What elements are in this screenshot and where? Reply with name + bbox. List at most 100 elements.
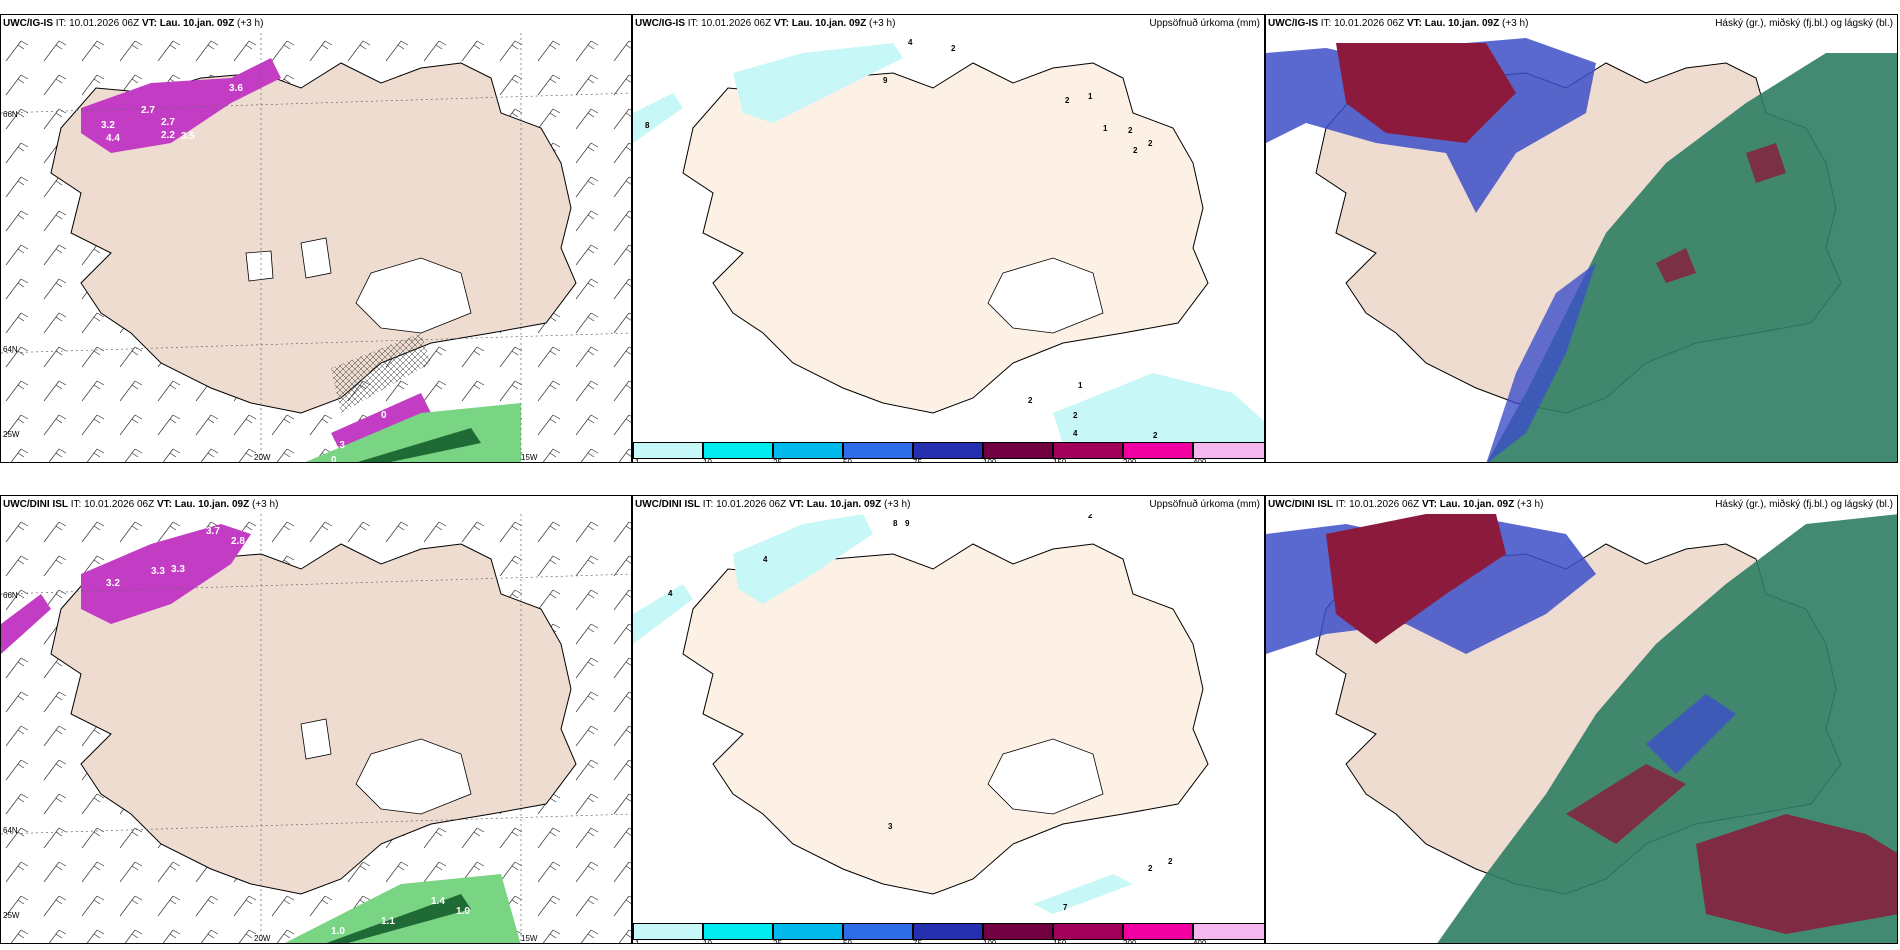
wind-value: 3.7	[206, 526, 220, 537]
cloud-maroon	[1656, 248, 1696, 283]
wind-value: 1.0	[456, 906, 470, 917]
precip-value: 1	[1103, 124, 1108, 133]
colorbar-tick: 100	[983, 458, 997, 463]
colorbar-tick: 10	[703, 458, 712, 463]
precip-value: 2	[951, 44, 956, 53]
colorbar-tick: 1	[635, 939, 640, 944]
precip-value: 2	[1073, 411, 1078, 420]
cloud-blue	[1486, 263, 1596, 462]
colorbar-tick: 75	[913, 939, 922, 944]
colorbar-swatch	[983, 442, 1053, 459]
precip-value: 3	[888, 822, 893, 831]
lon-label: 15W	[521, 934, 538, 943]
colorbar-swatch	[1193, 442, 1264, 459]
wind-value: 1.0	[331, 926, 345, 937]
precip-value: 2	[1065, 96, 1070, 105]
precip-value: 4	[763, 555, 768, 564]
colorbar-swatch	[1053, 923, 1123, 940]
panel-title: UWC/DINI ISL IT: 10.01.2026 06Z VT: Lau.…	[635, 499, 911, 510]
colorbar-swatch	[1123, 923, 1193, 940]
precip-value: 8	[645, 121, 650, 130]
lat-label: 64N	[3, 826, 18, 835]
wind-value: 3.2	[106, 578, 120, 589]
colorbar-tick: 150	[1053, 458, 1067, 463]
precip-magenta	[1, 594, 51, 654]
colorbar-tick: 400	[1193, 458, 1207, 463]
wind-value: 2.8	[231, 536, 245, 547]
precip-map-top: 4 2 9 8 1 2 1 2 2 2 2 1 2 4 2	[633, 38, 1264, 444]
lon-label: 20W	[254, 453, 271, 462]
colorbar-tick: 25	[773, 458, 782, 463]
precip-value: 2	[1128, 126, 1133, 135]
wind-map-top: 3.6 3.2 2.7 2.7 4.4 2.2 3.5 0 0.3 0	[1, 33, 631, 462]
lon-label: 15W	[521, 453, 538, 462]
colorbar-tick: 75	[913, 458, 922, 463]
wind-value: 2.7	[161, 117, 175, 128]
cloud-maroon	[1566, 764, 1686, 844]
iceland-land	[682, 62, 1209, 414]
wind-value: 3.3	[151, 566, 165, 577]
colorbar-swatch	[703, 923, 773, 940]
wind-value: 1.4	[431, 896, 445, 907]
glacier	[355, 738, 472, 815]
colorbar-swatch	[1193, 923, 1264, 940]
precip-darkgreen	[326, 894, 471, 943]
precip-title: Uppsöfnuð úrkoma (mm)	[1149, 499, 1260, 510]
cloud-maroon	[1336, 43, 1516, 143]
cloud-maroon	[1746, 143, 1786, 183]
cloud-maroon	[1696, 814, 1897, 934]
precip-value: 2	[1133, 146, 1138, 155]
precip-green	[305, 403, 521, 462]
colorbar-tick: 400	[1193, 939, 1207, 944]
precip-value: 4	[668, 589, 673, 598]
panel-title: UWC/IG-IS IT: 10.01.2026 06Z VT: Lau. 10…	[1268, 18, 1529, 29]
wind-value: 0	[381, 410, 387, 421]
precip-cyan	[633, 584, 693, 644]
colorbar-swatch	[703, 442, 773, 459]
colorbar-tick: 1	[635, 458, 640, 463]
lat-label: 64N	[3, 345, 18, 354]
glacier	[300, 237, 332, 279]
precip-value: 1	[1078, 381, 1083, 390]
colorbar-swatch	[633, 923, 703, 940]
cloud-title: Háský (gr.), miðský (fj.bl.) og lágský (…	[1715, 18, 1893, 29]
wind-value: 1.1	[381, 916, 395, 927]
wind-value: 4.4	[106, 133, 120, 144]
colorbar-swatch	[773, 923, 843, 940]
hatch-area	[331, 333, 431, 413]
precip-green	[284, 874, 521, 943]
cloud-blue	[1646, 694, 1736, 774]
cloud-map-top	[1266, 33, 1897, 462]
precip-cyan	[733, 514, 873, 604]
precip-value: 4	[908, 38, 913, 47]
colorbar-swatch	[773, 442, 843, 459]
cloud-title: Háský (gr.), miðský (fj.bl.) og lágský (…	[1715, 499, 1893, 510]
precip-value: 2	[1148, 139, 1153, 148]
wind-value: 3.3	[171, 564, 185, 575]
glacier	[987, 738, 1104, 815]
corner-label: 25W	[3, 911, 20, 920]
wind-value: 3.2	[101, 120, 115, 131]
cloud-teal	[1487, 53, 1897, 462]
precip-magenta	[81, 58, 281, 153]
glacier	[300, 718, 332, 760]
panel-title: UWC/IG-IS IT: 10.01.2026 06Z VT: Lau. 10…	[635, 18, 896, 29]
precip-value: 4	[1073, 429, 1078, 438]
precip-value: 2	[1168, 857, 1173, 866]
colorbar-swatch	[1053, 442, 1123, 459]
precip-cyan	[733, 43, 903, 123]
glacier	[355, 257, 472, 334]
lat-label: 66N	[3, 110, 18, 119]
colorbar-swatch	[913, 923, 983, 940]
precip-value: 2	[1088, 514, 1093, 520]
panel-title: UWC/DINI ISL IT: 10.01.2026 06Z VT: Lau.…	[1268, 499, 1544, 510]
corner-label: 25W	[3, 430, 20, 439]
colorbar: 1 10 25 50 75 100 150 200 400	[633, 442, 1264, 462]
iceland-land	[50, 62, 577, 414]
cloud-maroon	[1326, 514, 1506, 644]
colorbar-tick: 50	[843, 939, 852, 944]
colorbar-swatch	[913, 442, 983, 459]
wind-value: 2.7	[141, 105, 155, 116]
precip-value: 9	[905, 519, 910, 528]
precip-darkgreen	[357, 428, 481, 462]
